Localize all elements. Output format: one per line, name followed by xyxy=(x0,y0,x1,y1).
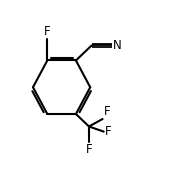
Text: F: F xyxy=(103,105,110,118)
Text: F: F xyxy=(86,143,92,156)
Text: F: F xyxy=(105,125,111,138)
Text: F: F xyxy=(44,25,51,38)
Text: N: N xyxy=(113,39,122,52)
